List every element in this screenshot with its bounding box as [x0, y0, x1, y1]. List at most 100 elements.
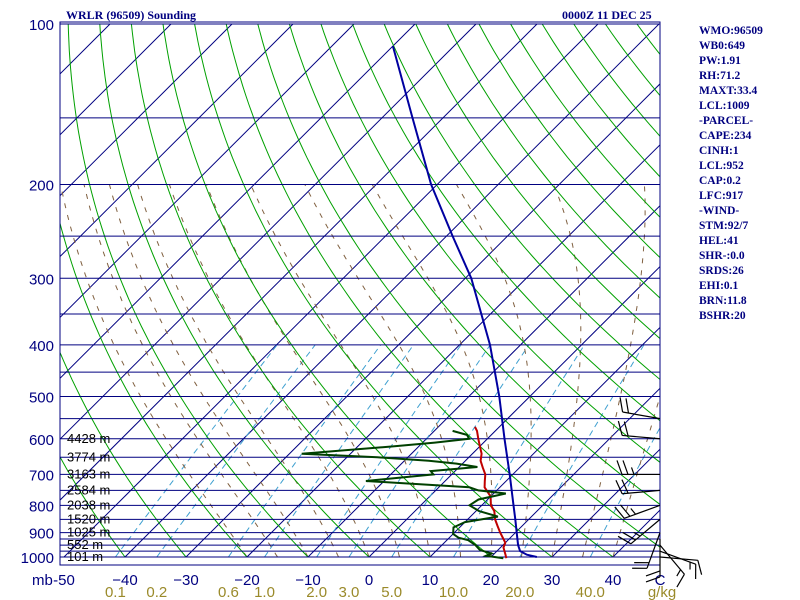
dry-adiabat [510, 23, 660, 218]
mixing-ratio-tick-label: 0.1 [105, 584, 126, 600]
dry-adiabat [573, 23, 660, 137]
chart-title: WRLR (96509) Sounding [66, 8, 197, 22]
mixing-ratio-line [589, 426, 660, 558]
height-label: 3774 m [67, 449, 110, 464]
temperature-tick-label: 20 [483, 572, 500, 589]
wind-barb-half-flag [676, 569, 682, 577]
wind-barb-shaft [622, 434, 661, 440]
dry-adiabat [60, 221, 248, 558]
isotherm-line [60, 23, 538, 501]
mixing-ratio-tick-label: 3.0 [339, 584, 360, 600]
parcel-line [391, 45, 538, 558]
wind-barb-shaft [659, 550, 696, 565]
mixing-ratio-tick-labels: 0.1 0.2 0.6 1.0 2.0 3.0 5.0 10.0 20.0 40.0 g/kg [105, 584, 676, 600]
stat-brn: BRN:11.8 [699, 295, 747, 307]
wind-barb-flag [625, 398, 630, 414]
mixing-ratio-tick-label: 5.0 [381, 584, 402, 600]
moist-adiabat [108, 184, 309, 558]
dry-adiabat [130, 23, 431, 558]
dry-adiabat [352, 23, 660, 422]
temperature-tick-label: -50 [53, 572, 75, 589]
stats-panel: WMO:96509 WB0:649 PW:1.91 RH:71.2 MAXT:3… [699, 24, 763, 324]
wind-barb [617, 420, 661, 440]
isotherm-line [60, 23, 233, 197]
isotherm-line [60, 23, 477, 440]
wind-barb-shaft [622, 411, 661, 420]
mixing-ratio-line [391, 344, 530, 558]
dry-adiabat [415, 23, 660, 340]
stat-pw: PW:1.91 [699, 55, 741, 67]
mixing-ratio-tick-label: 10.0 [439, 584, 468, 600]
isotherm-line [60, 23, 355, 319]
height-label: 4428 m [67, 431, 110, 446]
pressure-tick-label: 300 [29, 271, 54, 288]
isotherm-line [60, 23, 416, 380]
wind-barb-flag [645, 576, 661, 583]
stat-stm: STM:92/7 [699, 220, 749, 232]
pressure-tick-label: 900 [29, 526, 54, 543]
temperature-tick-label: −40 [112, 572, 137, 589]
pressure-unit-label: mb [32, 572, 53, 589]
isotherm-line [307, 204, 660, 558]
pressure-tick-label: 600 [29, 432, 54, 449]
wind-barbs [614, 397, 703, 588]
dry-adiabat [194, 23, 553, 558]
mixing-ratio-tick-label: 2.0 [306, 584, 327, 600]
moist-adiabat [551, 184, 582, 558]
mixing-ratio-tick-label: 0.2 [146, 584, 167, 600]
isotherm-line [185, 83, 660, 558]
moist-adiabat [455, 184, 532, 558]
moist-adiabat [250, 184, 431, 558]
temperature-tick-label: −30 [173, 572, 198, 589]
mixing-ratio-line [227, 344, 382, 558]
moist-adiabat [83, 184, 278, 558]
stat-parcel-heading: -PARCEL- [699, 115, 754, 127]
dry-adiabat [288, 23, 660, 506]
dry-adiabat [162, 23, 492, 558]
temperature-tick-label: 0 [365, 572, 373, 589]
mixing-ratio-line [316, 344, 462, 558]
temperature-tick-label: −20 [234, 572, 259, 589]
wind-barb-flag [614, 506, 625, 519]
dry-adiabat [225, 23, 614, 558]
stat-cap: CAP:0.2 [699, 175, 741, 187]
wind-barb [617, 518, 661, 545]
wind-barb-shaft [624, 504, 661, 519]
temperature-unit-label: C [655, 572, 666, 589]
stat-ehi: EHI:0.1 [699, 280, 739, 292]
moist-adiabat [304, 184, 461, 557]
wind-barb-shaft [630, 518, 661, 545]
dry-adiabat [257, 23, 660, 548]
wind-barb [615, 479, 661, 495]
wind-barb-flag [645, 570, 661, 577]
wind-barb-flag [621, 479, 629, 494]
height-label: 3163 m [67, 466, 110, 481]
pressure-tick-label: 400 [29, 338, 54, 355]
wind-barb-half-flag [633, 531, 641, 537]
stat-bshr: BSHR:20 [699, 310, 746, 322]
stat-lcl-parcel: LCL:952 [699, 160, 744, 172]
dry-adiabat [67, 23, 309, 558]
stat-hel: HEL:41 [699, 235, 739, 247]
wind-barb-flag [622, 460, 629, 475]
mixing-ratio-line [156, 344, 316, 558]
wind-barb [616, 460, 660, 476]
moist-adiabat [168, 184, 370, 558]
height-label: 2584 m [67, 482, 110, 497]
pressure-tick-label: 200 [29, 177, 54, 194]
sounding-series [301, 45, 538, 560]
isotherm-line [60, 23, 172, 136]
mixing-ratio-tick-label: 0.6 [218, 584, 239, 600]
mixing-ratio-line [453, 344, 585, 558]
wind-barb [659, 550, 697, 580]
pressure-tick-label: 500 [29, 390, 54, 407]
wind-barb-flag [616, 460, 623, 475]
isotherm-line [490, 387, 660, 558]
moist-adiabat [582, 184, 646, 558]
moist-adiabat [60, 184, 248, 558]
stat-lcl-surface: LCL:1009 [699, 100, 750, 112]
height-label: 552 m [67, 537, 103, 552]
isotherm-line [60, 23, 294, 258]
dry-adiabat [99, 23, 370, 558]
